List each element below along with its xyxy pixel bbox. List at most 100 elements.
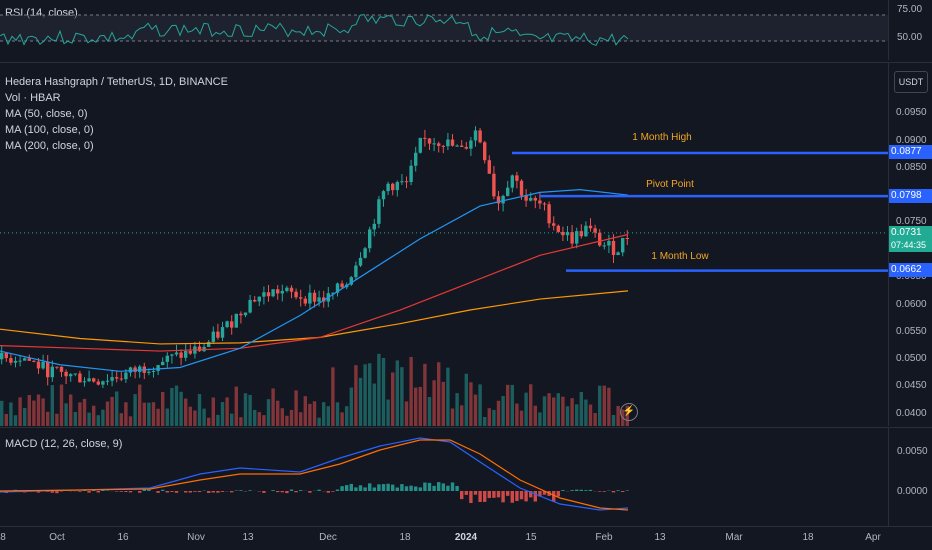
volume-bar bbox=[561, 396, 565, 426]
volume-bar bbox=[289, 409, 294, 426]
price-label-high: 0.0877 bbox=[889, 145, 932, 159]
volume-bar bbox=[496, 400, 501, 426]
volume-bar bbox=[326, 406, 330, 426]
volume-bar bbox=[542, 396, 547, 426]
macd-histogram-bar bbox=[345, 485, 349, 491]
candle bbox=[386, 183, 390, 192]
volume-bar bbox=[262, 415, 266, 426]
candle bbox=[248, 299, 252, 313]
volume-bar bbox=[598, 385, 602, 426]
volume-bar bbox=[335, 402, 340, 426]
candle bbox=[487, 160, 491, 174]
volume-bar bbox=[248, 394, 252, 426]
macd-histogram-bar bbox=[271, 490, 275, 491]
macd-histogram-bar bbox=[432, 485, 436, 491]
volume-bar bbox=[446, 367, 450, 426]
volume-bar bbox=[220, 402, 225, 426]
macd-histogram-bar bbox=[483, 491, 487, 502]
candle bbox=[184, 350, 188, 358]
macd-histogram-bar bbox=[184, 491, 188, 493]
candle bbox=[92, 378, 96, 382]
candle bbox=[423, 137, 427, 139]
macd-histogram-bar bbox=[101, 489, 105, 491]
volume-bar bbox=[331, 367, 335, 426]
candle bbox=[243, 312, 248, 316]
candle bbox=[115, 377, 119, 379]
volume-bar bbox=[4, 413, 8, 426]
macd-histogram-bar bbox=[147, 489, 151, 491]
currency-button[interactable]: USDT bbox=[894, 71, 928, 93]
volume-bar bbox=[345, 406, 349, 426]
volume-bar bbox=[133, 394, 137, 426]
macd-histogram-bar bbox=[358, 485, 363, 491]
time-axis[interactable] bbox=[0, 527, 888, 550]
macd-histogram-bar bbox=[381, 484, 386, 491]
macd-histogram-bar bbox=[340, 486, 344, 491]
macd-histogram-bar bbox=[46, 491, 50, 492]
volume-bar bbox=[174, 385, 179, 426]
price-axis[interactable]: USDT bbox=[888, 63, 932, 426]
candle bbox=[547, 204, 551, 224]
macd-histogram-bar bbox=[524, 491, 528, 502]
candle bbox=[377, 199, 381, 224]
volume-bar bbox=[579, 391, 583, 426]
macd-histogram-bar bbox=[82, 490, 87, 491]
macd-histogram-bar bbox=[354, 487, 358, 491]
candle bbox=[409, 165, 413, 182]
volume-bar bbox=[55, 413, 59, 426]
macd-histogram-bar bbox=[36, 491, 41, 493]
macd-histogram-bar bbox=[464, 491, 468, 495]
legend-volume: Vol · HBAR bbox=[5, 92, 61, 104]
macd-histogram-bar bbox=[216, 491, 220, 493]
macd-histogram-bar bbox=[556, 491, 560, 497]
macd-histogram-bar bbox=[510, 491, 514, 503]
macd-histogram-bar bbox=[414, 486, 418, 491]
volume-bar bbox=[96, 415, 100, 426]
candle bbox=[414, 152, 418, 166]
macd-histogram-bar bbox=[119, 491, 123, 492]
candle bbox=[460, 145, 464, 147]
macd-chart bbox=[0, 437, 629, 511]
candle bbox=[50, 366, 54, 378]
rsi-line bbox=[0, 13, 629, 47]
macd-histogram-bar bbox=[280, 491, 284, 493]
volume-bar bbox=[381, 357, 386, 426]
candle bbox=[124, 372, 128, 380]
candle bbox=[450, 139, 455, 146]
candle bbox=[529, 197, 533, 201]
macd-histogram-bar bbox=[386, 483, 390, 491]
volume-bar bbox=[216, 414, 220, 426]
candle bbox=[561, 231, 565, 236]
candle bbox=[427, 138, 432, 144]
volume-bar bbox=[142, 402, 146, 426]
candle bbox=[469, 140, 473, 149]
macd-histogram-bar bbox=[142, 489, 146, 491]
candle bbox=[133, 367, 137, 372]
time-tick-13: 13 bbox=[654, 532, 666, 543]
candle bbox=[588, 225, 593, 229]
candle bbox=[308, 292, 312, 304]
volume-bar bbox=[423, 363, 427, 426]
legend-ma50: MA (50, close, 0) bbox=[5, 108, 88, 120]
candle bbox=[565, 232, 570, 236]
macd-histogram-bar bbox=[211, 491, 215, 493]
volume-bar bbox=[478, 384, 482, 426]
macd-histogram-bar bbox=[161, 489, 165, 491]
macd-tick-0000: 0.0000 bbox=[897, 486, 928, 497]
macd-histogram-bar bbox=[400, 484, 404, 491]
macd-pane[interactable]: MACD (12, 26, close, 9) bbox=[0, 428, 888, 526]
lightning-icon[interactable]: ⚡ bbox=[620, 403, 638, 421]
volume-bar bbox=[32, 400, 36, 426]
candle bbox=[207, 341, 211, 347]
time-tick-15: 15 bbox=[525, 532, 537, 543]
macd-histogram-bar bbox=[469, 491, 473, 504]
candle bbox=[446, 139, 450, 147]
candle bbox=[478, 130, 482, 143]
macd-histogram-bar bbox=[349, 483, 353, 491]
macd-histogram-bar bbox=[207, 491, 211, 493]
macd-histogram-bar bbox=[616, 490, 620, 491]
volume-bar bbox=[124, 402, 128, 426]
candle bbox=[285, 287, 289, 291]
level-label-pivot: Pivot Point bbox=[646, 179, 694, 190]
volume-bar bbox=[565, 406, 570, 426]
